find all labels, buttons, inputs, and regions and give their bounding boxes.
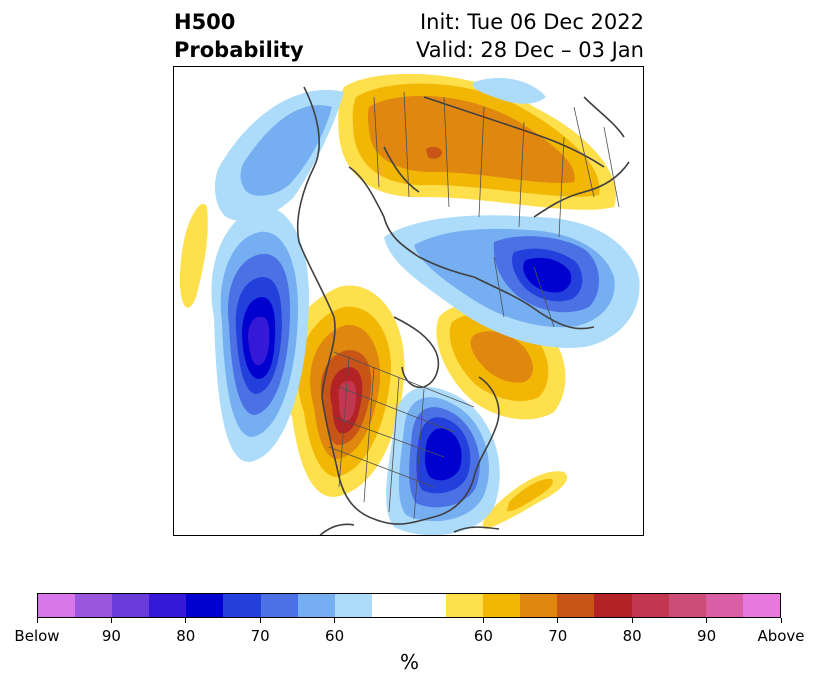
colorbar-above-swatch [594,594,632,617]
colorbar-tick-label: Below [14,627,60,645]
below-normal-trough-east [386,387,500,535]
colorbar-above-swatch [446,594,484,617]
colorbar-above-swatch [742,594,780,617]
below-normal-trough-northeast [384,215,640,348]
colorbar-tick-label: 90 [101,627,121,645]
colorbar-tick-label: 80 [622,627,642,645]
colorbar-tick-label: 60 [325,627,345,645]
colorbar-above-swatch [483,594,521,617]
coastlines [296,86,630,535]
colorbar-tick-mark [482,618,484,623]
colorbar-below-swatch [260,594,298,617]
init-date: Init: Tue 06 Dec 2022 [419,10,644,34]
colorbar-below-swatch [75,594,113,617]
political-boundaries [328,91,620,520]
colorbar-tick-label: 70 [548,627,568,645]
colorbar-neutral-swatch [371,594,447,617]
colorbar-tick-mark [110,618,112,623]
colorbar-tick-label: 80 [176,627,196,645]
colorbar-tick-mark [706,618,708,623]
colorbar-above-swatch [520,594,558,617]
colorbar-tick-mark [557,618,559,623]
map-title: H500 Probability [174,8,304,64]
above-normal-strip-pacific [180,203,208,308]
colorbar-below-swatch [38,594,76,617]
colorbar-above-swatch [631,594,669,617]
colorbar-tick-label: 70 [250,627,270,645]
colorbar-below-swatch [297,594,335,617]
colorbar-above-swatch [668,594,706,617]
colorbar-tick-label: Above [757,627,805,645]
colorbar-tick-mark [36,618,38,623]
colorbar-below-swatch [334,594,372,617]
colorbar-tick-label: 60 [473,627,493,645]
colorbar-below-swatch [149,594,187,617]
valid-range: Valid: 28 Dec – 03 Jan [415,38,644,62]
colorbar-label: % [399,650,419,674]
colorbar-tick-mark [185,618,187,623]
colorbar-tick-mark [259,618,261,623]
colorbar-tick-mark [334,618,336,623]
colorbar [37,593,781,618]
map-dates: Init: Tue 06 Dec 2022 Valid: 28 Dec – 03… [416,8,644,64]
colorbar-below-swatch [112,594,150,617]
colorbar-above-swatch [705,594,743,617]
title-variable: H500 [174,10,236,34]
above-normal-ridge-arctic [338,73,616,210]
colorbar-tick-label: 90 [697,627,717,645]
colorbar-tick-mark [631,618,633,623]
colorbar-below-swatch [186,594,224,617]
colorbar-tick-mark [780,618,782,623]
probability-map [173,66,644,536]
title-product: Probability [174,38,304,62]
colorbar-above-swatch [557,594,595,617]
below-normal-trough-pacific [211,206,309,462]
colorbar-below-swatch [223,594,261,617]
